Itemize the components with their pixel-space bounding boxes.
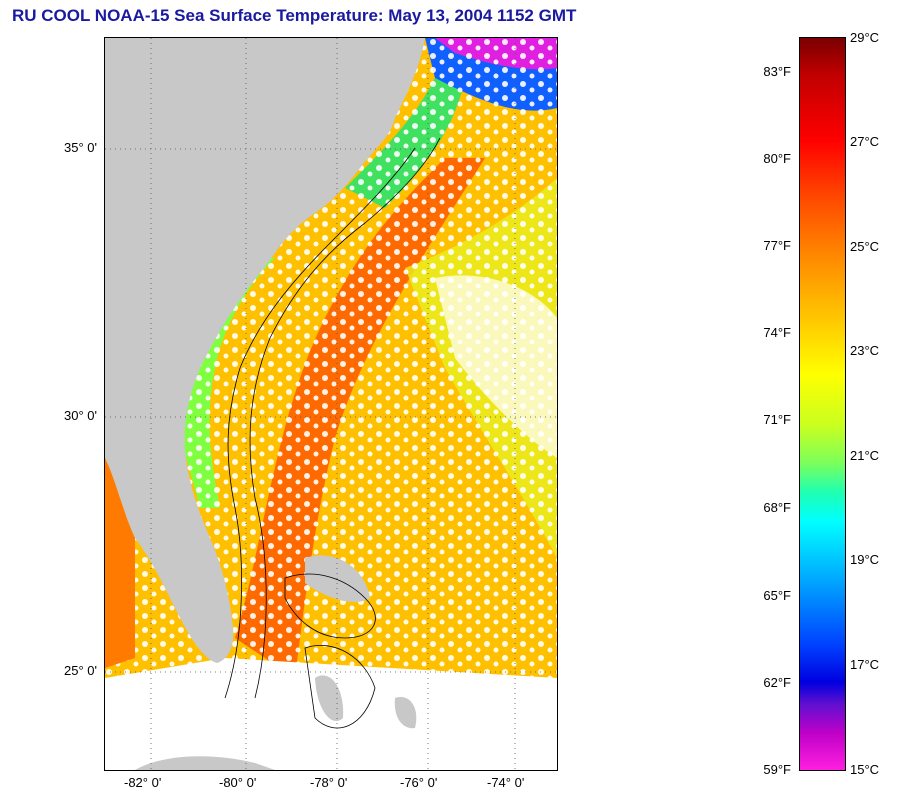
temperature-colorbar bbox=[799, 37, 846, 771]
lat-label-35: 35° 0' bbox=[64, 140, 97, 155]
colorbar-f-label: 68°F bbox=[763, 500, 791, 515]
colorbar-f-label: 62°F bbox=[763, 675, 791, 690]
colorbar-c-label: 25°C bbox=[850, 239, 880, 254]
colorbar-c-label: 27°C bbox=[850, 134, 880, 149]
colorbar-f-label: 65°F bbox=[763, 588, 791, 603]
colorbar-c-label: 23°C bbox=[850, 343, 880, 358]
colorbar-f-label: 80°F bbox=[763, 151, 791, 166]
lon-label-76: -76° 0' bbox=[400, 775, 438, 790]
colorbar-c-label: 29°C bbox=[850, 30, 880, 45]
colorbar-f-label: 74°F bbox=[763, 325, 791, 340]
colorbar-c-label: 17°C bbox=[850, 657, 880, 672]
colorbar-c-label: 21°C bbox=[850, 448, 880, 463]
colorbar-f-label: 77°F bbox=[763, 238, 791, 253]
colorbar-c-label: 19°C bbox=[850, 552, 880, 567]
lat-label-25: 25° 0' bbox=[64, 663, 97, 678]
lon-label-78: -78° 0' bbox=[310, 775, 348, 790]
lon-label-74: -74° 0' bbox=[487, 775, 525, 790]
lon-label-82: -82° 0' bbox=[124, 775, 162, 790]
colorbar-f-label: 59°F bbox=[763, 762, 791, 777]
lon-label-80: -80° 0' bbox=[219, 775, 257, 790]
lat-label-30: 30° 0' bbox=[64, 408, 97, 423]
colorbar-f-label: 83°F bbox=[763, 64, 791, 79]
sst-map bbox=[104, 37, 558, 771]
sst-map-image bbox=[105, 38, 557, 770]
colorbar-c-label: 15°C bbox=[850, 762, 880, 777]
map-title: RU COOL NOAA-15 Sea Surface Temperature:… bbox=[12, 6, 577, 25]
colorbar-f-label: 71°F bbox=[763, 412, 791, 427]
